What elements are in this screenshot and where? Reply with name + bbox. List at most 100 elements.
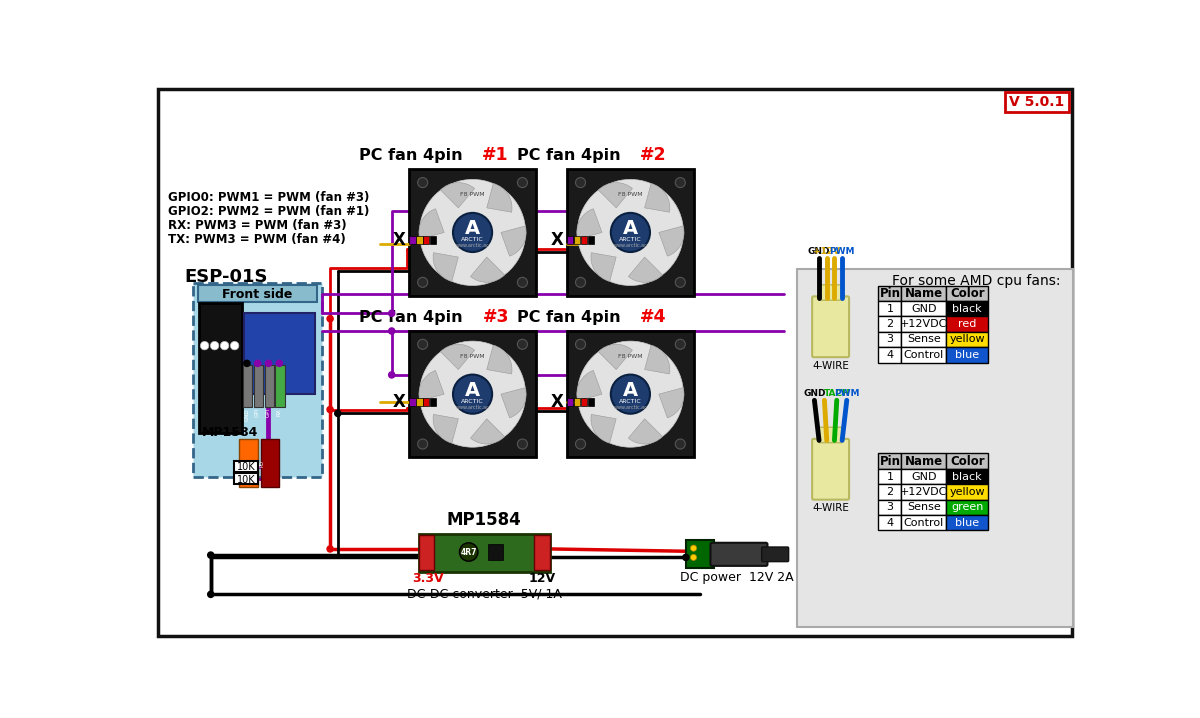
Circle shape: [460, 543, 478, 561]
Text: Color: Color: [950, 454, 984, 467]
Text: Pin: Pin: [880, 454, 900, 467]
Text: Color: Color: [950, 286, 984, 300]
Text: Name: Name: [905, 454, 943, 467]
Text: 10K: 10K: [236, 462, 256, 472]
Text: GND: GND: [245, 408, 250, 421]
Text: PWM: PWM: [834, 389, 859, 398]
Text: RX: RX: [277, 408, 282, 416]
Wedge shape: [599, 345, 632, 370]
Text: MP1584: MP1584: [446, 510, 522, 528]
Text: Sense: Sense: [907, 503, 941, 513]
Text: ARCTIC: ARCTIC: [461, 237, 484, 242]
Wedge shape: [433, 253, 458, 281]
Wedge shape: [470, 257, 505, 282]
Circle shape: [577, 180, 684, 286]
Wedge shape: [487, 345, 512, 374]
Bar: [244, 313, 314, 394]
Bar: [568, 236, 574, 244]
Text: F8 PWM: F8 PWM: [461, 192, 485, 197]
Wedge shape: [644, 184, 670, 213]
Circle shape: [577, 341, 684, 447]
Text: DC power  12V 2A: DC power 12V 2A: [680, 571, 793, 584]
Text: F8 PWM: F8 PWM: [461, 354, 485, 359]
FancyBboxPatch shape: [1004, 92, 1069, 111]
Circle shape: [676, 177, 685, 187]
Text: www.arctic.ac: www.arctic.ac: [613, 405, 647, 410]
Text: GPIO0: PWM1 = PWM (fan #3): GPIO0: PWM1 = PWM (fan #3): [168, 191, 370, 205]
FancyBboxPatch shape: [820, 285, 842, 300]
Bar: [431, 236, 437, 244]
Bar: [409, 398, 415, 406]
Circle shape: [328, 546, 334, 552]
Circle shape: [420, 180, 526, 286]
Wedge shape: [500, 226, 527, 256]
Bar: [424, 236, 430, 244]
Wedge shape: [590, 414, 616, 443]
Circle shape: [389, 328, 395, 334]
Circle shape: [418, 177, 427, 187]
FancyBboxPatch shape: [710, 543, 768, 566]
Circle shape: [335, 410, 341, 416]
FancyBboxPatch shape: [157, 89, 1073, 636]
Circle shape: [221, 342, 229, 350]
Text: 1: 1: [887, 304, 893, 314]
Bar: [431, 398, 437, 406]
Text: #1: #1: [482, 146, 509, 164]
Text: ARCTIC: ARCTIC: [619, 398, 642, 404]
Text: 3: 3: [887, 335, 893, 345]
Bar: [416, 236, 422, 244]
Text: GND: GND: [808, 246, 830, 256]
Bar: [946, 286, 989, 301]
Bar: [878, 348, 901, 363]
Text: black: black: [953, 304, 982, 314]
Text: GND: GND: [803, 389, 826, 398]
Text: www.arctic.ac: www.arctic.ac: [456, 405, 490, 410]
Bar: [901, 301, 946, 317]
Bar: [946, 454, 989, 469]
Bar: [878, 484, 901, 500]
FancyBboxPatch shape: [244, 365, 252, 407]
Wedge shape: [433, 414, 458, 443]
Text: Name: Name: [905, 286, 943, 300]
Text: ARCTIC: ARCTIC: [619, 237, 642, 242]
Text: +12VDC: +12VDC: [900, 487, 948, 497]
Bar: [901, 317, 946, 332]
Bar: [946, 500, 989, 515]
Text: PWM: PWM: [829, 246, 854, 256]
Bar: [901, 286, 946, 301]
Text: RXD: RXD: [250, 458, 254, 469]
Text: blue: blue: [955, 350, 979, 360]
Circle shape: [208, 552, 214, 558]
Text: 3: 3: [887, 503, 893, 513]
Circle shape: [611, 213, 650, 252]
Bar: [901, 484, 946, 500]
Bar: [588, 236, 594, 244]
Bar: [878, 515, 901, 531]
Text: 4-WIRE: 4-WIRE: [812, 360, 848, 370]
Text: X: X: [551, 231, 564, 249]
Wedge shape: [577, 209, 602, 239]
Text: GND: GND: [911, 472, 936, 482]
Text: #4: #4: [641, 308, 667, 326]
Text: TACH: TACH: [823, 389, 850, 398]
Text: Front side: Front side: [222, 288, 292, 301]
Text: X: X: [392, 231, 406, 249]
Text: 2: 2: [887, 487, 894, 497]
Text: X: X: [551, 393, 564, 411]
Text: MP1584: MP1584: [202, 426, 258, 439]
Text: F8 PWM: F8 PWM: [618, 354, 643, 359]
Bar: [878, 301, 901, 317]
Bar: [878, 469, 901, 484]
Bar: [534, 535, 550, 571]
Text: green: green: [952, 503, 984, 513]
Circle shape: [244, 360, 250, 366]
Text: 4-WIRE: 4-WIRE: [812, 503, 848, 513]
Circle shape: [230, 342, 239, 350]
Text: www.arctic.ac: www.arctic.ac: [613, 243, 647, 248]
FancyBboxPatch shape: [260, 439, 280, 487]
Circle shape: [517, 439, 528, 449]
Circle shape: [576, 177, 586, 187]
Text: 4R7: 4R7: [461, 548, 476, 556]
Wedge shape: [659, 226, 684, 256]
Text: 4: 4: [887, 518, 894, 528]
